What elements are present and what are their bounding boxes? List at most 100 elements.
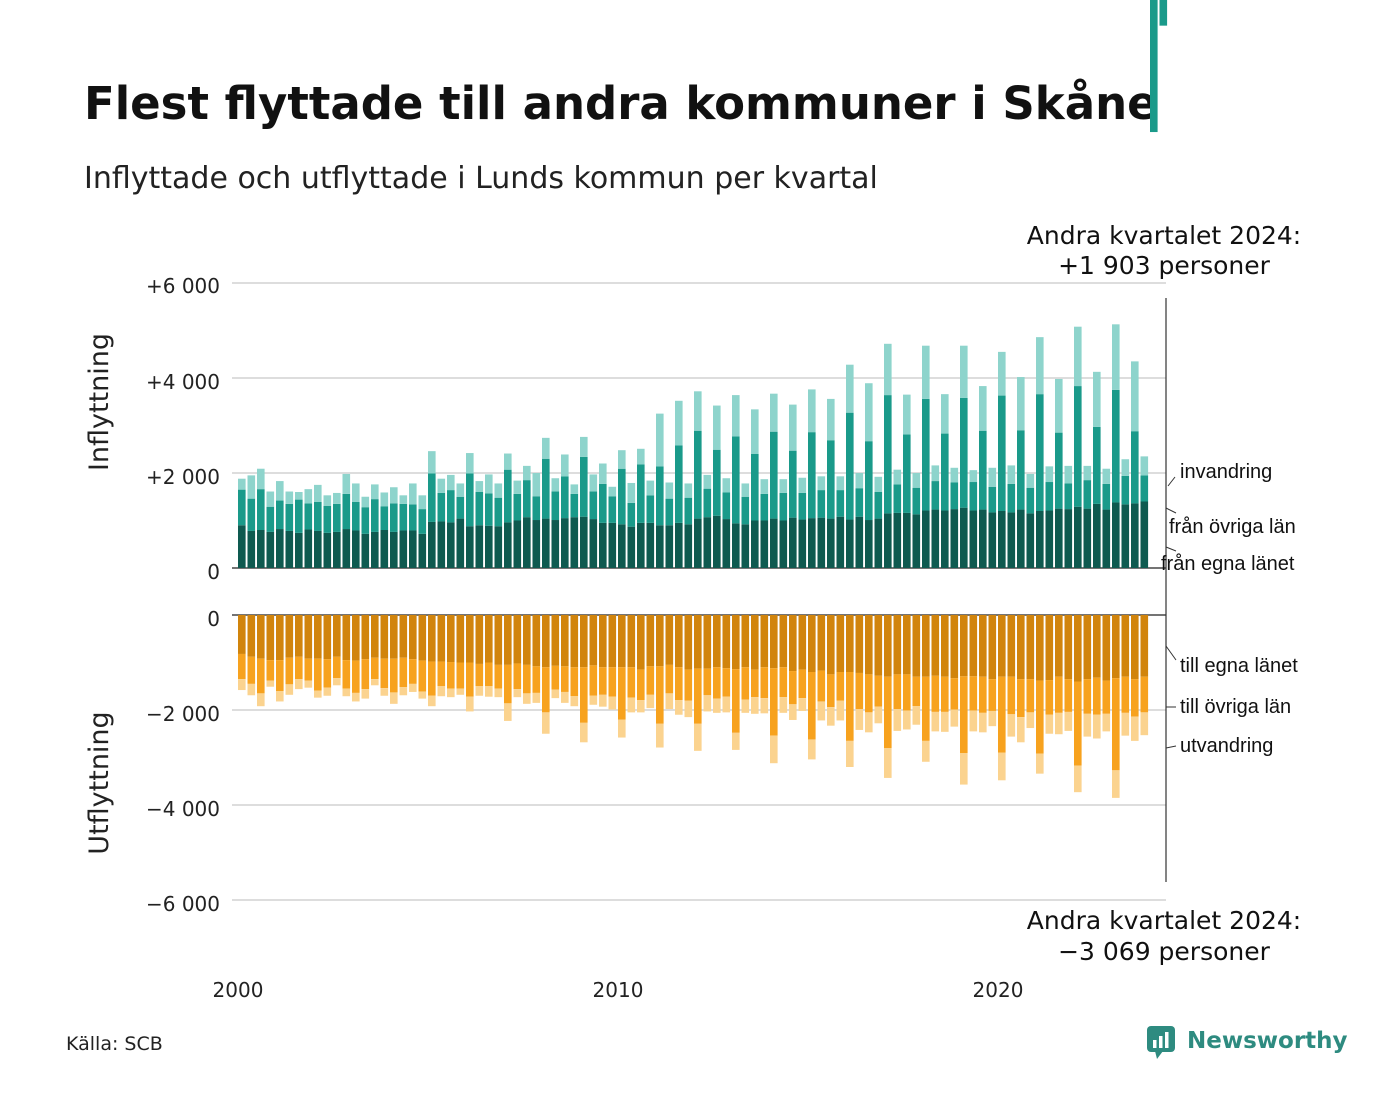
bar-in-fran-egna-lanet (827, 518, 835, 568)
bar-out-till-ovriga-lan (637, 669, 645, 701)
bar-out-utvandring (551, 689, 560, 699)
bar-out-utvandring (808, 739, 816, 760)
bar-out-utvandring (665, 693, 674, 710)
bar-in-fran-egna-lanet (903, 512, 911, 568)
bar-out-utvandring (466, 696, 474, 712)
bar-in-fran-ovriga-lan (713, 449, 721, 516)
bar-in-invandring (675, 400, 683, 446)
bar-in-invandring (485, 474, 493, 494)
bar-out-utvandring (798, 698, 807, 711)
bar-out-till-egna-lanet (656, 615, 664, 667)
bar-in-fran-ovriga-lan (399, 503, 408, 531)
bar-out-till-ovriga-lan (665, 664, 674, 694)
bar-in-fran-egna-lanet (456, 518, 465, 568)
bar-in-fran-ovriga-lan (779, 492, 788, 521)
bar-in-invandring (969, 470, 978, 483)
bar-in-invandring (380, 492, 389, 507)
bar-in-fran-ovriga-lan (371, 499, 379, 532)
bar-in-fran-ovriga-lan (817, 490, 826, 518)
bar-out-utvandring (1102, 713, 1111, 732)
bar-in-fran-egna-lanet (998, 511, 1006, 568)
bar-out-till-ovriga-lan (732, 669, 740, 733)
bar-in-invandring (247, 475, 256, 499)
bar-in-fran-egna-lanet (798, 519, 807, 568)
bar-out-utvandring (447, 688, 455, 698)
bar-in-fran-egna-lanet (266, 531, 275, 568)
brand-name: Newsworthy (1187, 1028, 1348, 1054)
bar-out-till-ovriga-lan (770, 668, 778, 736)
bar-out-utvandring (998, 752, 1006, 781)
bar-out-till-ovriga-lan (1140, 676, 1149, 713)
bar-in-fran-ovriga-lan (732, 436, 740, 524)
bar-in-fran-ovriga-lan (656, 466, 664, 526)
bar-out-utvandring (1064, 711, 1073, 731)
bar-out-till-egna-lanet (418, 615, 427, 661)
bar-out-utvandring (485, 686, 493, 697)
bar-in-fran-egna-lanet (865, 520, 873, 568)
bar-in-fran-ovriga-lan (979, 430, 987, 510)
bar-in-fran-egna-lanet (703, 517, 712, 568)
bar-out-till-egna-lanet (456, 615, 465, 663)
bar-in-invandring (637, 448, 645, 465)
bar-out-utvandring (428, 695, 436, 707)
bar-in-fran-egna-lanet (893, 512, 902, 568)
bar-in-invandring (342, 473, 351, 494)
bar-out-till-egna-lanet (1017, 615, 1025, 680)
bar-in-invandring (266, 491, 275, 507)
bar-out-utvandring (874, 706, 883, 724)
bar-out-till-egna-lanet (722, 615, 731, 669)
bar-out-till-ovriga-lan (656, 666, 664, 724)
bar-out-till-egna-lanet (741, 615, 750, 668)
bar-out-utvandring (599, 694, 607, 707)
bar-out-till-ovriga-lan (323, 659, 332, 688)
bar-out-till-ovriga-lan (608, 667, 617, 697)
bar-in-fran-egna-lanet (295, 532, 303, 568)
series-label-utvandring: utvandring (1180, 735, 1273, 757)
bar-out-till-egna-lanet (1140, 615, 1149, 677)
bar-in-fran-ovriga-lan (285, 503, 294, 531)
bar-out-utvandring (352, 692, 360, 702)
bottom-ylabel: Utflyttning (84, 711, 115, 854)
bar-out-till-egna-lanet (941, 615, 949, 677)
bar-in-invandring (494, 483, 503, 498)
bar-in-invandring (352, 483, 360, 502)
bar-out-till-egna-lanet (390, 615, 398, 659)
bar-out-till-egna-lanet (789, 615, 797, 672)
bar-out-utvandring (950, 709, 959, 727)
bar-in-invandring (238, 478, 246, 490)
bar-in-fran-ovriga-lan (903, 434, 911, 513)
bar-in-fran-ovriga-lan (361, 507, 370, 534)
bar-out-till-ovriga-lan (542, 667, 550, 713)
bar-in-fran-egna-lanet (323, 532, 332, 568)
bar-out-till-egna-lanet (437, 615, 446, 662)
top-ytick-0: 0 (207, 560, 220, 584)
bar-out-till-egna-lanet (675, 615, 683, 668)
bar-in-invandring (608, 486, 617, 497)
bar-out-till-egna-lanet (361, 615, 370, 660)
bar-in-fran-egna-lanet (247, 530, 256, 568)
bar-out-till-egna-lanet (1045, 615, 1054, 681)
bar-out-till-egna-lanet (323, 615, 332, 660)
bar-in-fran-ovriga-lan (447, 490, 455, 523)
bar-in-fran-ovriga-lan (494, 497, 503, 527)
bar-out-utvandring (504, 703, 512, 721)
bar-in-fran-ovriga-lan (694, 430, 702, 519)
bar-out-till-ovriga-lan (409, 659, 417, 684)
bar-out-till-egna-lanet (466, 615, 474, 663)
bar-out-till-egna-lanet (893, 615, 902, 675)
bar-in-invandring (751, 409, 759, 454)
bar-in-invandring (903, 394, 911, 435)
bar-in-fran-egna-lanet (314, 530, 322, 568)
bar-in-invandring (941, 394, 949, 434)
bar-out-till-egna-lanet (627, 615, 636, 668)
bar-out-till-ovriga-lan (570, 667, 579, 697)
bar-in-fran-ovriga-lan (751, 454, 759, 521)
bar-in-fran-egna-lanet (874, 518, 883, 568)
bar-in-invandring (1017, 377, 1025, 431)
series-label-fran-egna-lanet: från egna länet (1161, 553, 1295, 575)
bar-in-fran-egna-lanet (599, 522, 607, 568)
bar-out-till-ovriga-lan (1093, 677, 1101, 715)
bar-out-till-ovriga-lan (941, 676, 949, 712)
bar-in-fran-egna-lanet (751, 520, 759, 568)
bar-out-till-egna-lanet (950, 615, 959, 679)
